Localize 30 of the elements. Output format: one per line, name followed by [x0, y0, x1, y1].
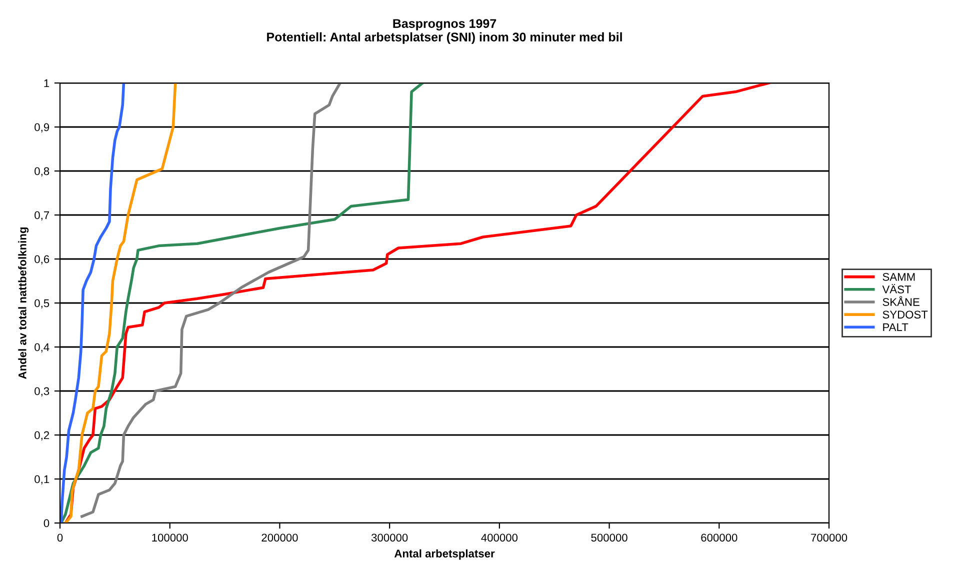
x-tick-label: 500000	[591, 534, 628, 542]
x-tick-label: 600000	[701, 534, 738, 542]
y-tick-label: 0,2	[34, 431, 50, 440]
legend-label: SKÅNE	[882, 296, 920, 306]
y-tick-label: 0,8	[34, 167, 50, 176]
y-tick-label: 0,9	[34, 123, 50, 132]
y-tick-label: 1	[44, 79, 50, 88]
line-series	[64, 83, 770, 523]
y-tick-label: 0,5	[34, 299, 50, 308]
x-axis-title: Antal arbetsplatser	[394, 549, 495, 560]
line-series	[64, 83, 177, 523]
x-tick-label: 100000	[152, 534, 188, 542]
y-tick-label: 0,3	[34, 387, 50, 396]
x-tick-label: 0	[57, 534, 63, 542]
y-tick-label: 0,6	[34, 255, 50, 264]
x-tick-label: 200000	[262, 534, 298, 542]
y-tick-label: 0,7	[34, 211, 50, 220]
x-tick-label: 700000	[811, 534, 848, 542]
legend-label: PALT	[883, 323, 908, 332]
legend-label: SAMM	[882, 272, 915, 281]
x-tick-label: 400000	[481, 534, 518, 542]
legend-label: VÄST	[882, 284, 912, 294]
y-tick-label: 0	[44, 519, 50, 528]
chart-title: Basprognos 1997 Potentiell: Antal arbetsplatser (SNI) inom 30 minuter med bil	[267, 19, 622, 44]
line-series	[80, 83, 342, 518]
y-axis-title: Andel av total nattbefolkning	[18, 228, 29, 379]
y-tick-label: 0,1	[34, 475, 50, 484]
x-tick-label: 300000	[371, 534, 408, 542]
y-tick-label: 0,4	[34, 343, 50, 352]
legend-label: SYDOST	[882, 310, 928, 319]
